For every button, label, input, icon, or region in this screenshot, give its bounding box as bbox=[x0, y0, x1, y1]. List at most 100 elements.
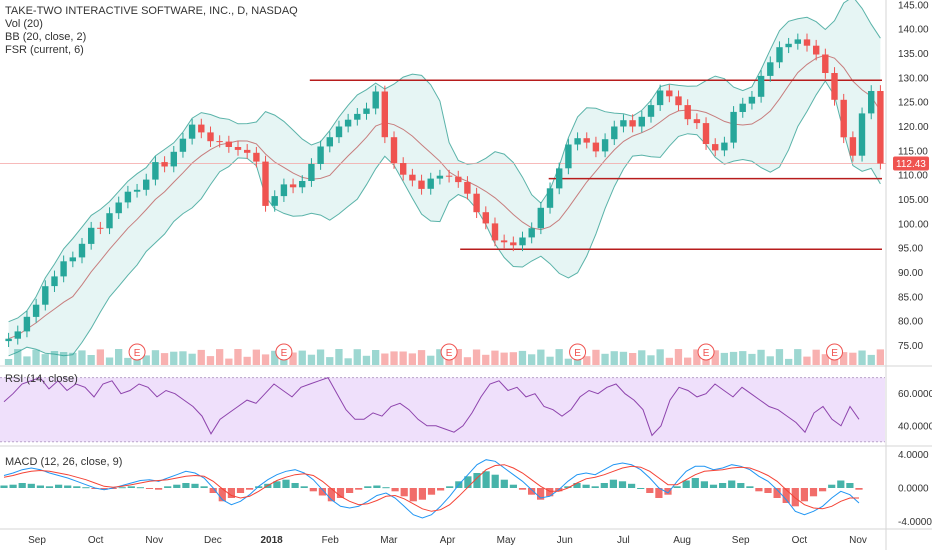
price-tick-label: 120.00 bbox=[898, 122, 929, 133]
volume-bar bbox=[794, 349, 802, 365]
macd-histogram-bar bbox=[600, 483, 608, 488]
macd-histogram-bar bbox=[500, 479, 508, 488]
fsr-levels bbox=[0, 79, 886, 250]
macd-histogram-bar bbox=[446, 486, 454, 488]
volume-bar bbox=[252, 349, 260, 365]
candle-body bbox=[97, 227, 104, 229]
candle-body bbox=[776, 47, 783, 63]
candle-body bbox=[482, 212, 489, 224]
candle-body bbox=[198, 124, 205, 133]
macd-histogram-bar bbox=[218, 488, 226, 502]
volume-bar bbox=[142, 355, 150, 365]
candle-body bbox=[216, 141, 223, 143]
volume-bar bbox=[757, 349, 765, 365]
macd-histogram-bar bbox=[318, 488, 326, 496]
macd-histogram-bar bbox=[73, 486, 81, 488]
volume-bar bbox=[216, 349, 224, 365]
candle-body bbox=[565, 144, 572, 169]
candle-body bbox=[124, 191, 132, 203]
volume-bar bbox=[509, 352, 517, 365]
volume-bar bbox=[445, 358, 453, 365]
volume-bar bbox=[647, 355, 655, 365]
macd-histogram-bar bbox=[846, 483, 854, 488]
earnings-marker-label: E bbox=[703, 348, 710, 359]
candle-body bbox=[88, 227, 95, 244]
volume-bar bbox=[491, 350, 499, 365]
volume-bar bbox=[629, 353, 637, 365]
macd-histogram-bar bbox=[464, 476, 472, 488]
macd-histogram-bar bbox=[509, 484, 517, 488]
macd-histogram-bar bbox=[209, 488, 217, 493]
volume-bar bbox=[188, 353, 196, 365]
volume-bar bbox=[124, 357, 132, 365]
candle-body bbox=[748, 96, 756, 104]
volume-bar bbox=[785, 358, 793, 365]
volume-legend: Vol (20) bbox=[5, 18, 43, 30]
candle-body bbox=[409, 174, 416, 181]
candle-body bbox=[684, 105, 691, 120]
candle-body bbox=[390, 137, 398, 163]
macd-histogram-bar bbox=[164, 486, 172, 488]
candle-body bbox=[849, 137, 857, 156]
macd-histogram-bar bbox=[273, 481, 281, 488]
volume-bar bbox=[610, 351, 618, 365]
macd-histogram-bar bbox=[700, 481, 708, 488]
candle-body bbox=[234, 147, 242, 150]
candle-body bbox=[418, 180, 425, 189]
macd-histogram-bar bbox=[309, 488, 317, 492]
candle-body bbox=[115, 202, 122, 214]
macd-histogram-bar bbox=[646, 488, 654, 493]
time-tick-label: Mar bbox=[380, 535, 398, 546]
macd-tick-label: 0.0000 bbox=[898, 484, 929, 495]
macd-histogram-bar bbox=[673, 486, 681, 488]
candle-body bbox=[574, 138, 581, 145]
candle-body bbox=[436, 175, 444, 179]
volume-bar bbox=[711, 350, 719, 365]
macd-histogram-bar bbox=[391, 488, 399, 492]
volume-bar bbox=[821, 354, 829, 365]
earnings-marker bbox=[440, 343, 458, 361]
price-axis: 145.00 140.00 135.00 130.00 125.00 120.00 115.… bbox=[893, 0, 932, 528]
candle-body bbox=[207, 132, 214, 142]
earnings-marker-label: E bbox=[446, 348, 453, 359]
macd-histogram-bar bbox=[791, 488, 799, 507]
price-tick-label: 125.00 bbox=[898, 98, 929, 109]
macd-histogram-bar bbox=[855, 488, 863, 490]
candle-body bbox=[32, 304, 40, 317]
candle-body bbox=[344, 119, 352, 127]
candle-body bbox=[354, 113, 361, 120]
macd-histogram-bar bbox=[755, 488, 763, 492]
macd-histogram-bar bbox=[719, 483, 727, 488]
macd-histogram-bar bbox=[255, 486, 263, 488]
price-tick-label: 110.00 bbox=[898, 171, 928, 182]
time-tick-label: 2018 bbox=[260, 535, 283, 546]
candle-body bbox=[693, 119, 701, 124]
volume-bar bbox=[4, 359, 13, 365]
macd-histogram-bar bbox=[36, 485, 44, 488]
volume-bar bbox=[381, 353, 389, 365]
last-price-tag bbox=[893, 156, 929, 171]
volume-bar bbox=[298, 350, 306, 365]
candle-body bbox=[308, 164, 315, 181]
macd-histogram-bar bbox=[491, 474, 499, 488]
volume-bar bbox=[427, 355, 435, 365]
volume-bar bbox=[50, 351, 59, 365]
volume-bar bbox=[849, 352, 857, 365]
candle-body bbox=[335, 126, 343, 138]
macd-histogram-bar bbox=[227, 488, 235, 498]
volume-bar bbox=[638, 350, 646, 365]
last-price-label: 112.43 bbox=[896, 159, 926, 170]
price-tick-label: 85.00 bbox=[898, 292, 923, 303]
earnings-marker bbox=[275, 343, 293, 361]
earnings-marker bbox=[697, 343, 715, 361]
time-tick-label: Nov bbox=[145, 535, 163, 546]
macd-histogram-bar bbox=[618, 481, 627, 488]
volume-bar bbox=[78, 350, 86, 365]
macd-histogram-bar bbox=[782, 488, 790, 503]
time-tick-label: Jun bbox=[557, 535, 573, 546]
macd-histogram-bar bbox=[173, 484, 181, 488]
volume-bar bbox=[463, 357, 472, 365]
macd-histogram-bar bbox=[582, 484, 590, 488]
